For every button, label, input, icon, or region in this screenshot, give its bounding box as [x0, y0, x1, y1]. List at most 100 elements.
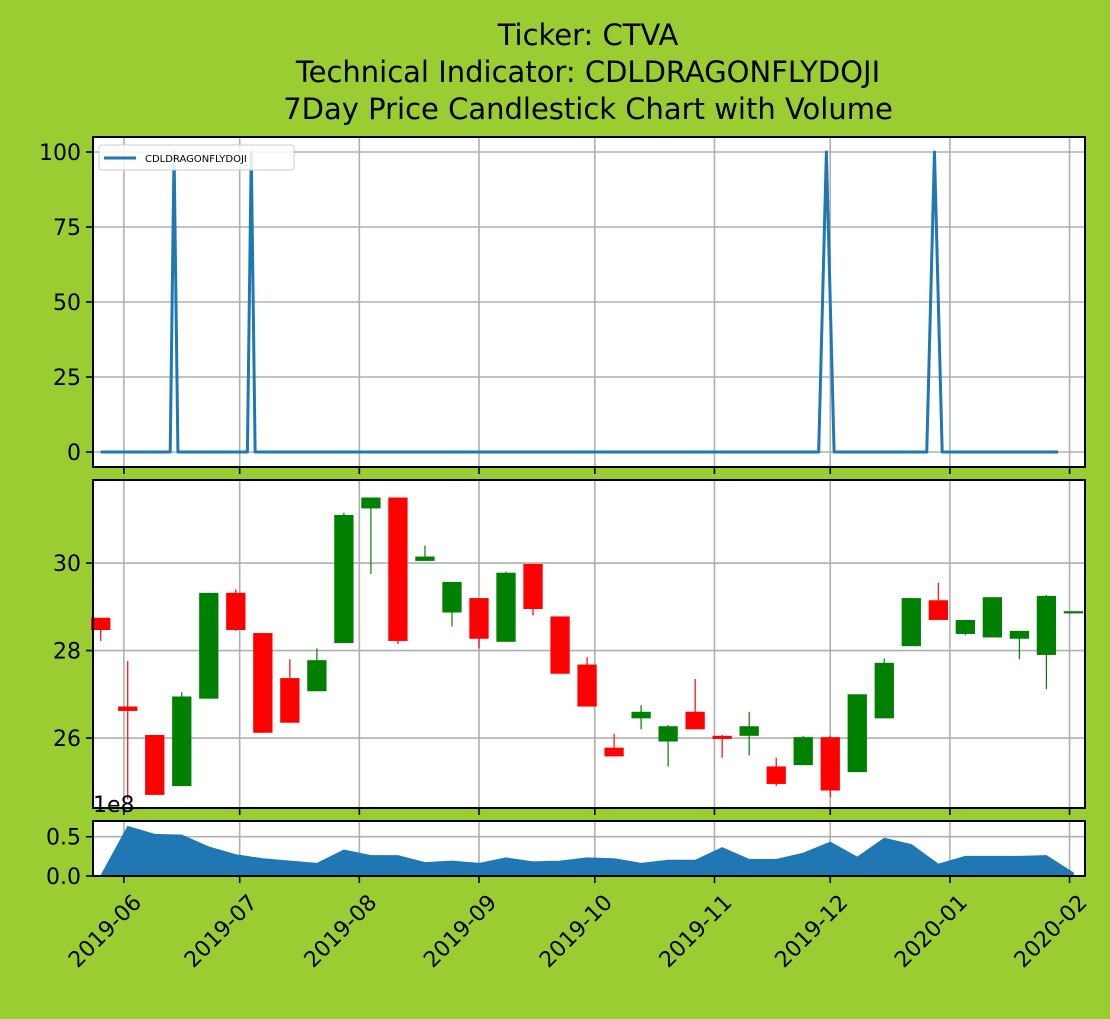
volume-panel-frame [92, 820, 1086, 877]
candle [550, 616, 570, 674]
candle [172, 692, 192, 787]
candle-body [550, 616, 570, 674]
candle [955, 619, 975, 636]
candle-body [739, 726, 759, 736]
y-tick-label: 75 [53, 216, 81, 241]
candle [631, 705, 651, 730]
candle-body [1063, 611, 1084, 614]
indicator-series-line [100, 150, 1058, 454]
candle [658, 724, 678, 767]
y-tick-label: 0.0 [46, 865, 81, 890]
candle-body [820, 737, 840, 791]
candle-body [928, 600, 948, 620]
price-panel-background [92, 479, 1086, 809]
candle [253, 633, 273, 733]
candle [118, 661, 138, 800]
candle-body [253, 633, 273, 733]
candle [982, 597, 1003, 638]
y-tick-label: 50 [53, 291, 81, 316]
volume-plot [99, 825, 1074, 877]
y-tick-label: 0.5 [46, 826, 81, 851]
x-tick-label: 2019-07 [180, 890, 263, 973]
candle [307, 648, 327, 692]
candle-body [712, 735, 732, 739]
candle [415, 545, 435, 561]
candle [523, 563, 543, 616]
indicator-panel: 0 25 50 75 100 CDLDRAGONFLYDOJI [39, 136, 1086, 468]
candle-body [793, 737, 813, 766]
candle-body [199, 592, 219, 699]
x-tick-label: 2019-06 [64, 890, 147, 973]
candle-body [415, 556, 435, 561]
x-tick-label: 2019-11 [655, 890, 738, 973]
candle [577, 657, 597, 707]
title-line-1: Ticker: CTVA [497, 18, 679, 52]
candle-body [91, 617, 111, 631]
candle-body [334, 514, 354, 644]
x-tick-label: 2019-10 [535, 890, 618, 973]
y-tick-label: 28 [53, 640, 81, 665]
candle [145, 734, 165, 795]
x-tick-label: 2019-08 [300, 890, 383, 973]
candle-body [631, 711, 651, 719]
x-tick-label: 2019-12 [771, 890, 854, 973]
candle [712, 734, 732, 758]
volume-panel: 1e8 0.0 0.5 [46, 793, 1086, 890]
candle-body [523, 563, 543, 610]
candle [226, 589, 246, 631]
candle [739, 711, 759, 756]
y-tick-label: 26 [53, 727, 81, 752]
candle [766, 757, 786, 787]
candle-body [361, 497, 381, 509]
candle [820, 735, 840, 798]
candle-body [982, 597, 1003, 638]
candle [901, 598, 921, 647]
candle [280, 659, 300, 723]
x-tick-label: 2020-01 [890, 890, 973, 973]
candle [199, 592, 219, 699]
candle-body [901, 598, 921, 647]
candle-body [874, 662, 894, 719]
volume-y-axis: 0.0 0.5 [46, 826, 93, 890]
candle-body [307, 660, 327, 692]
candle-body [145, 734, 165, 795]
candle [361, 497, 381, 575]
price-panel-frame [92, 479, 1086, 809]
candle [334, 512, 354, 644]
candle-body [1009, 630, 1030, 639]
candle [793, 735, 813, 766]
title-line-3: 7Day Price Candlestick Chart with Volume [283, 92, 893, 126]
candle-body [469, 598, 489, 639]
candle-body [604, 747, 624, 757]
volume-offset-text: 1e8 [93, 793, 135, 818]
candle-body [955, 619, 975, 634]
indicator-plot [100, 150, 1058, 454]
candle-body [496, 572, 516, 642]
candle-body [577, 664, 597, 707]
candle-body [766, 766, 786, 784]
candle-body [226, 592, 246, 631]
price-y-axis: 26 28 30 [53, 552, 93, 752]
y-tick-label: 30 [53, 552, 81, 577]
candle-body [388, 497, 408, 641]
title-line-2: Technical Indicator: CDLDRAGONFLYDOJI [295, 55, 880, 89]
candle [442, 581, 462, 627]
candle [91, 617, 111, 641]
x-tick-label: 2020-02 [1010, 890, 1093, 973]
candle-body [172, 696, 192, 787]
legend-label: CDLDRAGONFLYDOJI [145, 154, 247, 165]
x-tick-label: 2019-09 [419, 890, 502, 973]
volume-area [99, 825, 1074, 877]
indicator-legend: CDLDRAGONFLYDOJI [98, 144, 295, 171]
candle [1036, 595, 1057, 690]
candle-body [118, 706, 138, 711]
candle-body [442, 581, 462, 613]
candle [685, 678, 705, 730]
indicator-y-axis: 0 25 50 75 100 [39, 141, 93, 466]
candle-body [847, 694, 867, 773]
candle [1063, 611, 1084, 614]
indicator-panel-frame [92, 136, 1086, 468]
candle-body [280, 678, 300, 723]
y-tick-label: 0 [67, 441, 81, 466]
